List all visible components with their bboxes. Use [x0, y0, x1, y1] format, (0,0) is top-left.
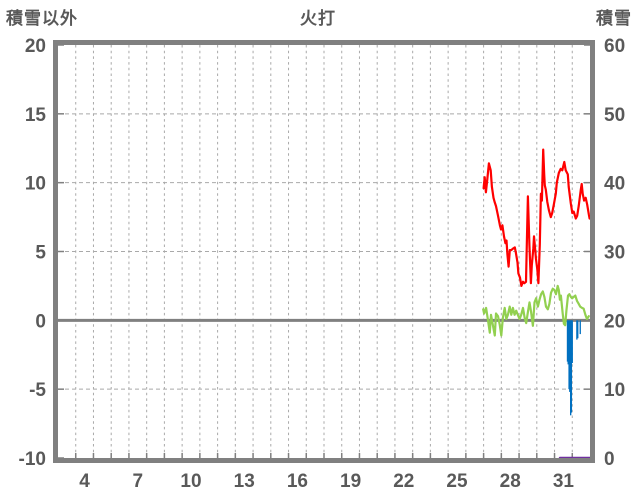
- left-axis-title: 積雪以外: [6, 9, 78, 28]
- left-axis-tick-label: 10: [25, 174, 46, 195]
- chart-title: 火打: [300, 9, 336, 28]
- blue-bars: [569, 320, 571, 392]
- x-axis-tick-label: 22: [393, 471, 414, 492]
- blue-bars: [577, 320, 579, 339]
- red-line: [482, 148, 591, 287]
- x-axis-tick-label: 25: [446, 471, 468, 492]
- x-axis-tick-label: 10: [180, 471, 201, 492]
- right-axis-tick-label: 10: [604, 380, 625, 401]
- green-line: [482, 284, 590, 337]
- x-axis-tick-label: 19: [340, 471, 361, 492]
- x-axis-tick-label: 4: [79, 471, 90, 492]
- x-axis-tick-label: 16: [287, 471, 308, 492]
- blue-bars: [576, 320, 578, 340]
- left-axis-tick-label: 20: [25, 36, 46, 57]
- left-axis-tick-label: 15: [25, 105, 47, 126]
- left-axis-tick-label: 0: [35, 311, 46, 332]
- left-axis-tick-label: 5: [35, 243, 46, 264]
- right-axis-title: 積雪: [596, 9, 632, 28]
- blue-bars: [568, 320, 570, 390]
- right-axis-tick-label: 0: [604, 449, 615, 470]
- right-axis-tick-label: 20: [604, 311, 625, 332]
- blue-bars: [570, 320, 572, 416]
- x-axis-tick-label: 13: [234, 471, 255, 492]
- plot-frame: [53, 40, 595, 463]
- blue-bars: [579, 320, 581, 335]
- blue-bars: [566, 320, 569, 362]
- x-axis-tick-label: 7: [133, 471, 144, 492]
- x-axis-tick-label: 31: [553, 471, 575, 492]
- blue-bars: [571, 320, 573, 364]
- left-axis-tick-label: -5: [29, 380, 46, 401]
- x-axis-tick-label: 28: [500, 471, 521, 492]
- right-axis-tick-label: 30: [604, 243, 625, 264]
- blue-bars: [567, 320, 569, 365]
- right-axis-tick-label: 60: [604, 36, 625, 57]
- right-axis-tick-label: 50: [604, 105, 625, 126]
- left-axis-tick-label: -10: [19, 449, 46, 470]
- blue-bars: [570, 320, 573, 413]
- right-axis-tick-label: 40: [604, 174, 625, 195]
